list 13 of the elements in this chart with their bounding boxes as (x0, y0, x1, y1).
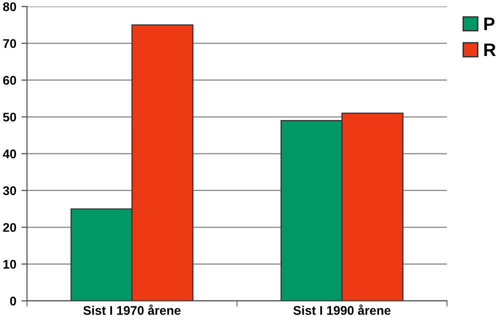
y-tick-label: 80 (3, 2, 16, 12)
legend-label: R (484, 44, 496, 56)
y-tick-label: 40 (2, 149, 16, 158)
y-tick-label: 70 (3, 39, 16, 48)
legend-label: P (484, 18, 495, 30)
x-tick-label: Sist I 1990 årene (293, 304, 391, 315)
y-tick-label: 50 (3, 112, 16, 122)
y-tick-label: 20 (3, 223, 16, 232)
y-tick-label: 30 (2, 186, 16, 196)
y-tick-label: 10 (3, 260, 16, 269)
x-tick-label: Sist I 1970 årene (83, 304, 181, 315)
y-tick-label: 60 (3, 76, 16, 85)
y-tick-label: 0 (10, 296, 16, 306)
